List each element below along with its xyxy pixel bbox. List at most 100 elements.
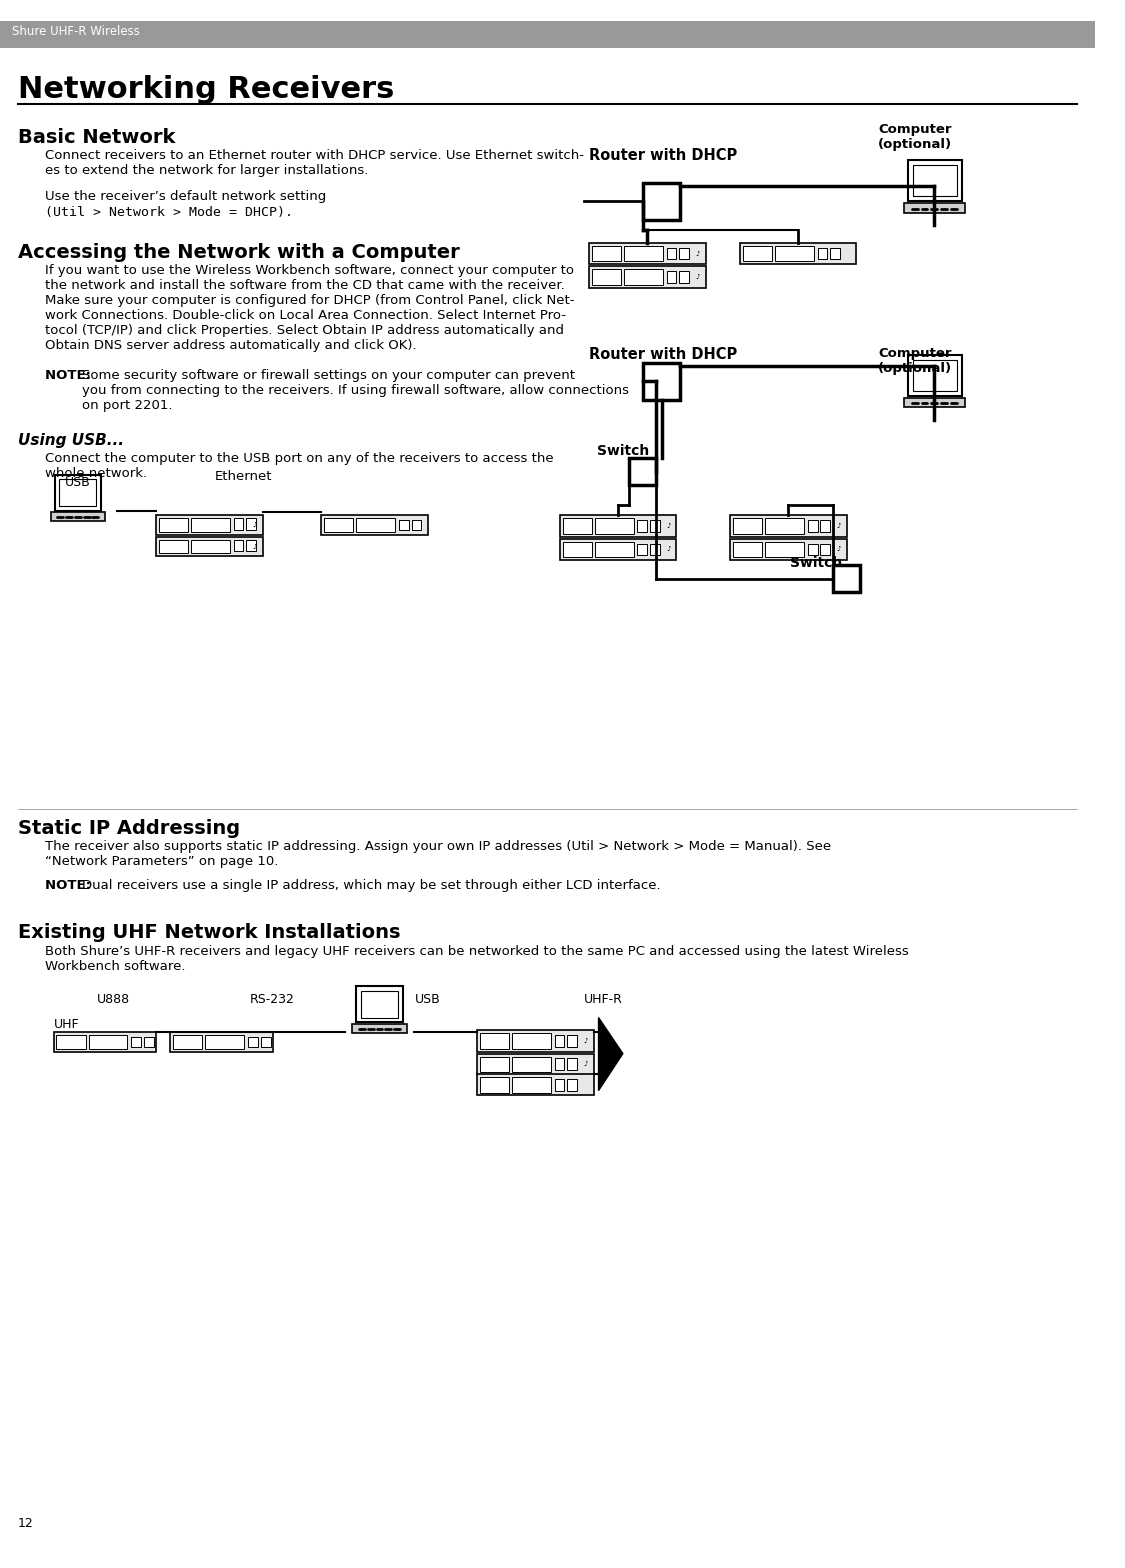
Text: Basic Network: Basic Network — [18, 129, 174, 147]
Bar — [588, 243, 705, 265]
Bar — [765, 541, 804, 557]
Bar — [562, 519, 592, 533]
Text: UHF-R: UHF-R — [584, 993, 623, 1007]
Bar — [820, 544, 830, 555]
Bar — [765, 519, 804, 533]
Text: U888: U888 — [98, 993, 130, 1007]
Bar — [739, 243, 856, 265]
Bar — [834, 564, 861, 593]
Bar — [588, 267, 705, 287]
Bar — [908, 160, 962, 201]
Text: Ethernet: Ethernet — [215, 470, 272, 483]
Bar — [321, 516, 429, 535]
Text: USB: USB — [415, 993, 441, 1007]
Text: 12: 12 — [18, 1516, 34, 1529]
Text: Accessing the Network with a Computer: Accessing the Network with a Computer — [18, 243, 459, 262]
Text: Both Shure’s UHF-R receivers and legacy UHF receivers can be networked to the sa: Both Shure’s UHF-R receivers and legacy … — [45, 944, 909, 972]
Bar — [361, 991, 398, 1018]
Bar — [680, 248, 688, 259]
Bar — [650, 521, 660, 532]
Bar — [629, 458, 656, 485]
Bar — [477, 1074, 594, 1096]
Bar — [234, 539, 243, 552]
Bar — [559, 539, 676, 560]
Text: NOTE:: NOTE: — [45, 370, 96, 383]
Bar — [667, 248, 676, 259]
Bar — [0, 20, 1095, 49]
Bar — [246, 519, 256, 530]
Bar — [650, 544, 660, 555]
Bar — [567, 1079, 577, 1091]
Bar — [732, 541, 762, 557]
Bar — [820, 521, 830, 532]
Bar — [559, 516, 676, 536]
Text: ♪: ♪ — [253, 522, 258, 528]
Bar — [159, 519, 188, 532]
Bar — [479, 1033, 508, 1049]
Bar — [132, 1036, 141, 1047]
Bar — [89, 1035, 127, 1049]
Polygon shape — [598, 1018, 623, 1091]
Bar — [808, 544, 818, 555]
Text: Networking Receivers: Networking Receivers — [18, 75, 394, 103]
Bar — [624, 246, 663, 262]
Bar — [775, 246, 813, 262]
Bar — [624, 270, 663, 285]
Text: Router with DHCP: Router with DHCP — [588, 147, 737, 163]
Bar — [477, 1054, 594, 1076]
Text: ♪: ♪ — [695, 274, 700, 281]
Text: ♪: ♪ — [695, 251, 700, 257]
Text: RS-232: RS-232 — [250, 993, 295, 1007]
Bar — [246, 539, 256, 552]
Bar — [644, 182, 681, 220]
Bar — [830, 248, 840, 259]
Bar — [667, 271, 676, 282]
Bar — [512, 1057, 551, 1073]
Bar — [818, 248, 827, 259]
Bar — [51, 513, 105, 521]
Bar — [54, 1032, 155, 1052]
Text: Router with DHCP: Router with DHCP — [588, 347, 737, 362]
Text: ♪: ♪ — [666, 547, 670, 552]
Bar — [357, 986, 403, 1022]
Bar — [644, 362, 681, 400]
Bar — [592, 270, 621, 285]
Bar — [412, 521, 422, 530]
Text: Switch: Switch — [790, 557, 843, 571]
Bar — [155, 536, 263, 557]
Bar — [680, 271, 688, 282]
Bar — [479, 1077, 508, 1093]
Bar — [144, 1036, 154, 1047]
Bar — [592, 246, 621, 262]
Bar — [159, 539, 188, 554]
Text: Computer
(optional): Computer (optional) — [878, 124, 952, 151]
Text: ♪: ♪ — [837, 547, 842, 552]
Bar — [912, 165, 956, 196]
Bar — [54, 475, 101, 511]
Bar — [904, 398, 965, 408]
Bar — [595, 541, 633, 557]
Text: (Util > Network > Mode = DHCP).: (Util > Network > Mode = DHCP). — [45, 205, 292, 220]
Bar — [730, 539, 847, 560]
Bar — [155, 516, 263, 535]
Text: Using USB...: Using USB... — [18, 433, 124, 447]
Bar — [170, 1032, 272, 1052]
Bar — [730, 516, 847, 536]
Bar — [562, 541, 592, 557]
Text: Some security software or firewall settings on your computer can prevent
you fro: Some security software or firewall setti… — [82, 370, 629, 412]
Bar — [191, 519, 229, 532]
Bar — [399, 521, 408, 530]
Bar — [206, 1035, 244, 1049]
Bar — [173, 1035, 202, 1049]
Bar — [595, 519, 633, 533]
Bar — [808, 521, 818, 532]
Bar — [352, 1024, 407, 1033]
Bar — [261, 1036, 270, 1047]
Text: ♪: ♪ — [666, 524, 670, 528]
Text: ♪: ♪ — [253, 544, 258, 549]
Text: Shure UHF-R Wireless: Shure UHF-R Wireless — [11, 25, 140, 38]
Text: ♪: ♪ — [837, 524, 842, 528]
Bar — [512, 1033, 551, 1049]
Bar — [908, 354, 962, 395]
Text: Static IP Addressing: Static IP Addressing — [18, 818, 240, 837]
